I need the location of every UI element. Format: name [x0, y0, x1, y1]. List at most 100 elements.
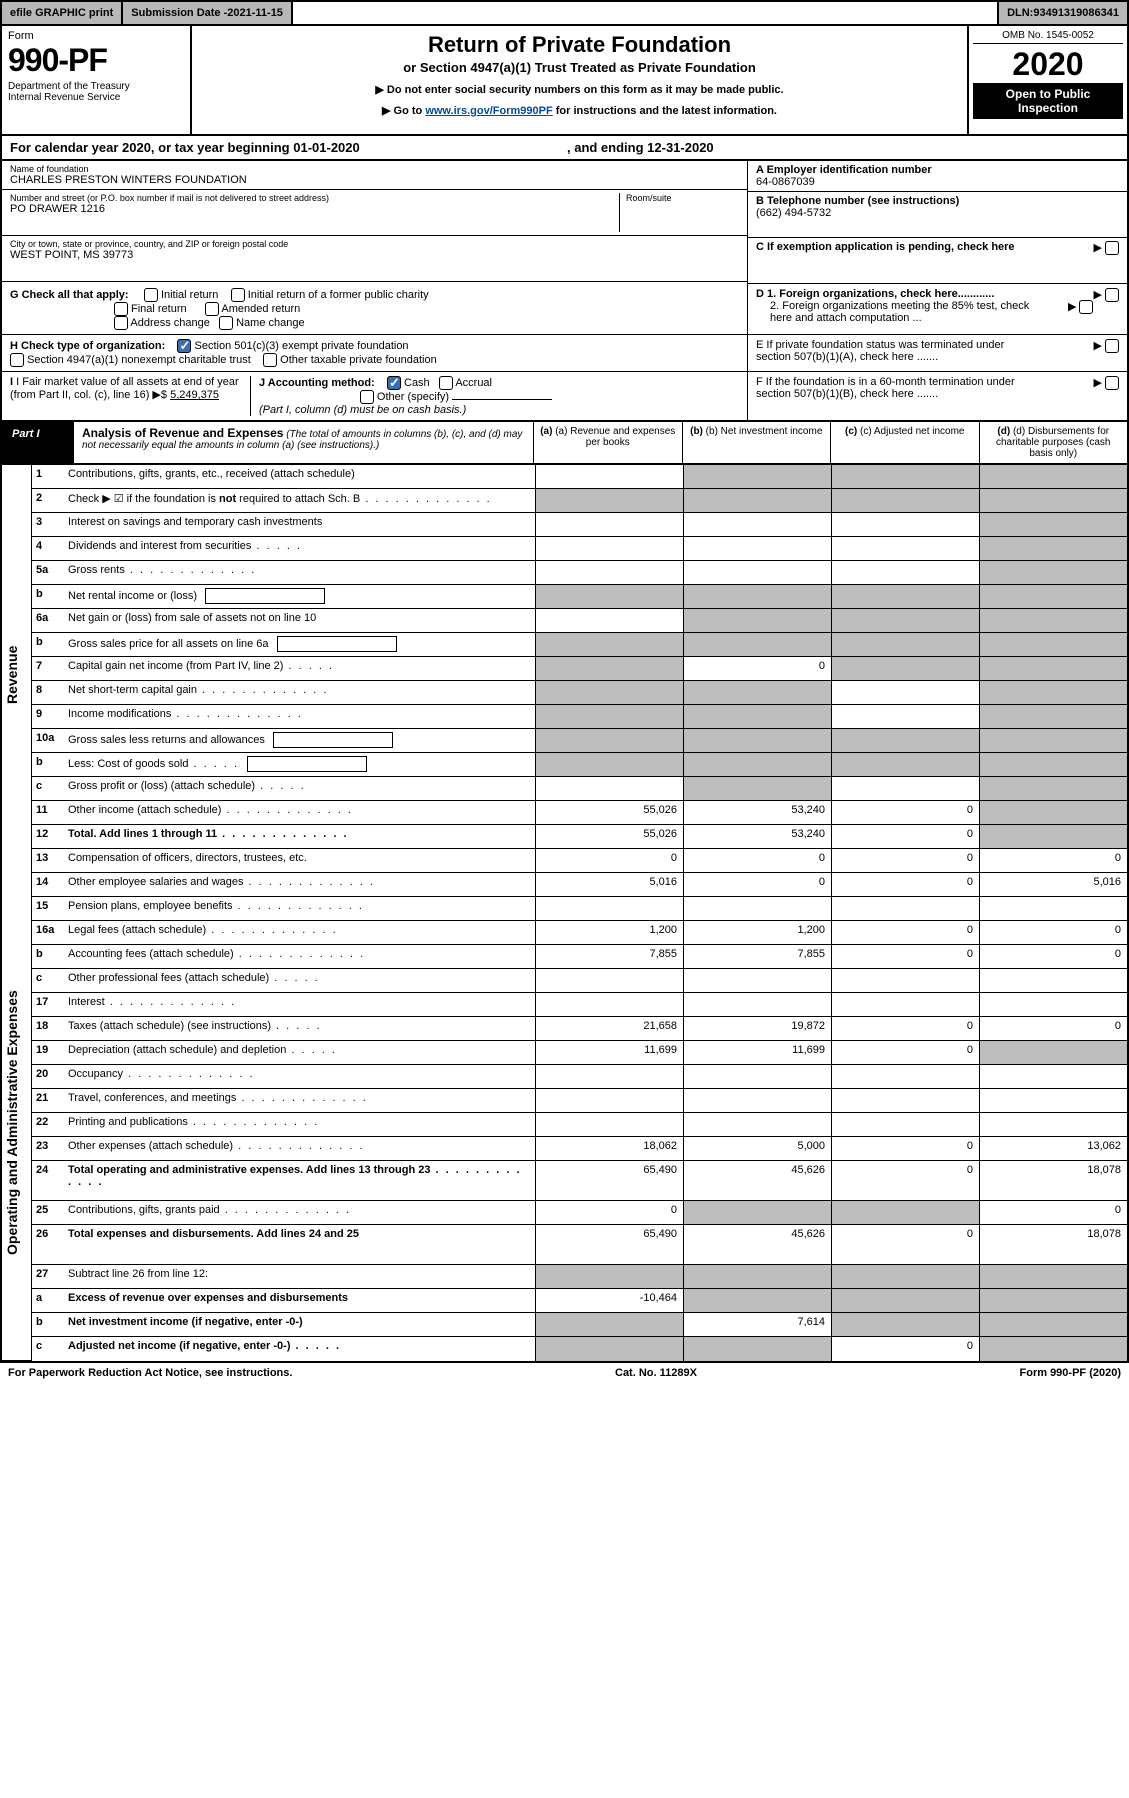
- checkbox-d1[interactable]: [1105, 288, 1119, 302]
- cell-b: [684, 465, 832, 488]
- checkbox-c[interactable]: [1105, 241, 1119, 255]
- cell-c: [832, 633, 980, 656]
- table-row: 13Compensation of officers, directors, t…: [32, 849, 1127, 873]
- cell-a: [536, 1313, 684, 1336]
- checkbox-other-tax[interactable]: [263, 353, 277, 367]
- checkbox-initial[interactable]: [144, 288, 158, 302]
- form-note2: ▶ Go to www.irs.gov/Form990PF for instru…: [202, 104, 957, 117]
- form-link[interactable]: www.irs.gov/Form990PF: [425, 105, 552, 117]
- checkbox-501c3[interactable]: [177, 339, 191, 353]
- row-label: Adjusted net income (if negative, enter …: [68, 1337, 536, 1361]
- row-num: 8: [32, 681, 68, 704]
- cell-b: [684, 561, 832, 584]
- checkbox-cash[interactable]: [387, 376, 401, 390]
- checkbox-d2[interactable]: [1079, 300, 1093, 314]
- table-row: 12Total. Add lines 1 through 1155,02653,…: [32, 825, 1127, 849]
- table-row: cGross profit or (loss) (attach schedule…: [32, 777, 1127, 801]
- table-row: cOther professional fees (attach schedul…: [32, 969, 1127, 993]
- cell-c: [832, 1289, 980, 1312]
- cell-b: [684, 1265, 832, 1288]
- row-num: 16a: [32, 921, 68, 944]
- checkbox-4947[interactable]: [10, 353, 24, 367]
- table-row: 1Contributions, gifts, grants, etc., rec…: [32, 465, 1127, 489]
- row-num: c: [32, 1337, 68, 1361]
- table-row: bGross sales price for all assets on lin…: [32, 633, 1127, 657]
- cell-a: 0: [536, 1201, 684, 1224]
- row-num: 19: [32, 1041, 68, 1064]
- ij-row: I I Fair market value of all assets at e…: [2, 372, 747, 420]
- sidebar: Revenue Operating and Administrative Exp…: [2, 465, 32, 1361]
- cell-d: [980, 1289, 1127, 1312]
- cell-a: [536, 1065, 684, 1088]
- efile-label[interactable]: efile GRAPHIC print: [2, 2, 123, 24]
- info-block: Name of foundation CHARLES PRESTON WINTE…: [0, 161, 1129, 284]
- cell-c: 0: [832, 1225, 980, 1264]
- cell-b: 0: [684, 849, 832, 872]
- sidebar-expenses: Operating and Administrative Expenses: [2, 885, 31, 1361]
- cell-b: [684, 633, 832, 656]
- form-subtitle: or Section 4947(a)(1) Trust Treated as P…: [202, 60, 957, 75]
- row-num: 3: [32, 513, 68, 536]
- cell-a: -10,464: [536, 1289, 684, 1312]
- col-a-header: (a) (a) Revenue and expenses per books: [534, 422, 683, 463]
- f-check-row: F If the foundation is in a 60-month ter…: [747, 372, 1127, 420]
- cell-d: [980, 753, 1127, 776]
- exemption-cell: C If exemption application is pending, c…: [748, 238, 1127, 284]
- table-row: 22Printing and publications: [32, 1113, 1127, 1137]
- checkbox-amended[interactable]: [205, 302, 219, 316]
- cell-d: [980, 633, 1127, 656]
- checkbox-f[interactable]: [1105, 376, 1119, 390]
- dln: DLN: 93491319086341: [997, 2, 1127, 24]
- cell-a: 5,016: [536, 873, 684, 896]
- cell-c: [832, 1089, 980, 1112]
- city-cell: City or town, state or province, country…: [2, 236, 747, 282]
- table-row: 6aNet gain or (loss) from sale of assets…: [32, 609, 1127, 633]
- table-row: 9Income modifications: [32, 705, 1127, 729]
- row-num: 22: [32, 1113, 68, 1136]
- cell-c: [832, 729, 980, 752]
- form-id-block: Form 990-PF Department of the Treasury I…: [2, 26, 192, 134]
- checkbox-e[interactable]: [1105, 339, 1119, 353]
- row-label: Total expenses and disbursements. Add li…: [68, 1225, 536, 1264]
- table-row: 20Occupancy: [32, 1065, 1127, 1089]
- cell-d: [980, 1337, 1127, 1361]
- row-num: 24: [32, 1161, 68, 1200]
- ein-cell: A Employer identification number 64-0867…: [748, 161, 1127, 192]
- checkbox-accrual[interactable]: [439, 376, 453, 390]
- row-label: Occupancy: [68, 1065, 536, 1088]
- cell-a: [536, 705, 684, 728]
- cell-d: [980, 537, 1127, 560]
- cell-d: [980, 969, 1127, 992]
- row-label: Other professional fees (attach schedule…: [68, 969, 536, 992]
- checkbox-final[interactable]: [114, 302, 128, 316]
- cell-a: [536, 897, 684, 920]
- cell-d: [980, 1065, 1127, 1088]
- tax-year: 2020: [973, 46, 1123, 83]
- cell-d: [980, 993, 1127, 1016]
- h-check-row: H Check type of organization: Section 50…: [2, 335, 747, 371]
- cell-b: [684, 681, 832, 704]
- checkbox-address[interactable]: [114, 316, 128, 330]
- row-num: b: [32, 753, 68, 776]
- part1-tag: Part I: [2, 422, 74, 463]
- row-label: Contributions, gifts, grants, etc., rece…: [68, 465, 536, 488]
- cell-d: 18,078: [980, 1161, 1127, 1200]
- row-num: 18: [32, 1017, 68, 1040]
- cell-b: [684, 777, 832, 800]
- form-number: 990-PF: [8, 42, 184, 79]
- table-row: 17Interest: [32, 993, 1127, 1017]
- cell-d: [980, 561, 1127, 584]
- cell-b: 19,872: [684, 1017, 832, 1040]
- cell-c: [832, 537, 980, 560]
- cell-b: 45,626: [684, 1225, 832, 1264]
- cell-d: 0: [980, 1201, 1127, 1224]
- checkbox-name[interactable]: [219, 316, 233, 330]
- table-row: 11Other income (attach schedule)55,02653…: [32, 801, 1127, 825]
- checkbox-initial-former[interactable]: [231, 288, 245, 302]
- row-label: Dividends and interest from securities: [68, 537, 536, 560]
- row-num: 2: [32, 489, 68, 512]
- cell-b: [684, 1289, 832, 1312]
- row-num: 6a: [32, 609, 68, 632]
- checkbox-other-method[interactable]: [360, 390, 374, 404]
- cell-a: [536, 633, 684, 656]
